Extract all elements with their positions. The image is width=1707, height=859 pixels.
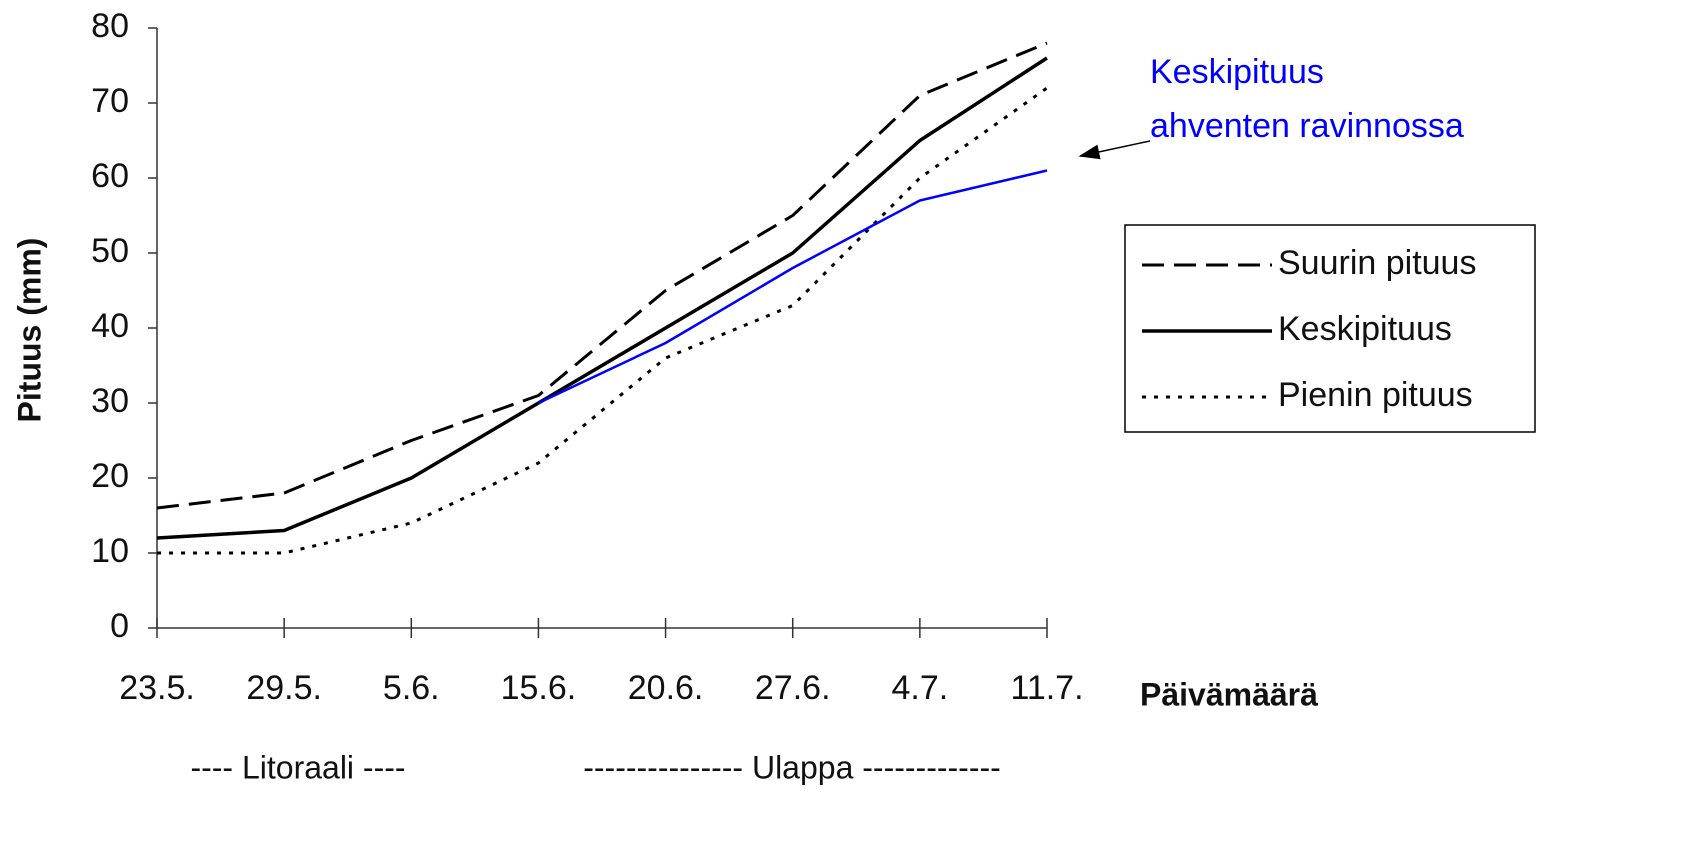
x-tick-label: 20.6. [628, 669, 704, 707]
zone-label: ---- Litoraali ---- [190, 749, 405, 785]
x-tick-label: 15.6. [501, 669, 577, 707]
annotation-arrow [1078, 140, 1151, 160]
legend-label: Pienin pituus [1278, 376, 1473, 414]
annotation: ahventen ravinnossa [1150, 107, 1464, 145]
y-tick-label: 60 [91, 157, 129, 195]
y-tick-label: 20 [91, 457, 129, 495]
y-tick-label: 50 [91, 232, 129, 270]
legend-label: Suurin pituus [1278, 244, 1476, 282]
y-tick-label: 0 [110, 607, 129, 645]
y-tick-label: 80 [91, 7, 129, 45]
series-line [537, 169, 1048, 405]
x-tick-label: 11.7. [1010, 669, 1083, 707]
zone-label: --------------- Ulappa ------------- [583, 749, 1001, 785]
series-line [156, 41, 1048, 510]
annotation: Keskipituus [1150, 53, 1324, 91]
x-axis-label: Päivämäärä [1140, 676, 1318, 712]
x-tick-label: 5.6. [383, 669, 440, 707]
series-line [156, 56, 1048, 540]
y-tick-label: 40 [91, 307, 129, 345]
series-line [157, 86, 1048, 555]
x-tick-label: 4.7. [891, 669, 948, 707]
y-axis-label: Pituus (mm) [11, 238, 47, 423]
x-tick-label: 29.5. [246, 669, 322, 707]
x-tick-label: 27.6. [755, 669, 831, 707]
y-tick-label: 70 [91, 82, 129, 120]
x-tick-label: 23.5. [119, 669, 195, 707]
legend-label: Keskipituus [1278, 310, 1452, 348]
y-tick-label: 10 [91, 532, 129, 570]
y-tick-label: 30 [91, 382, 129, 420]
